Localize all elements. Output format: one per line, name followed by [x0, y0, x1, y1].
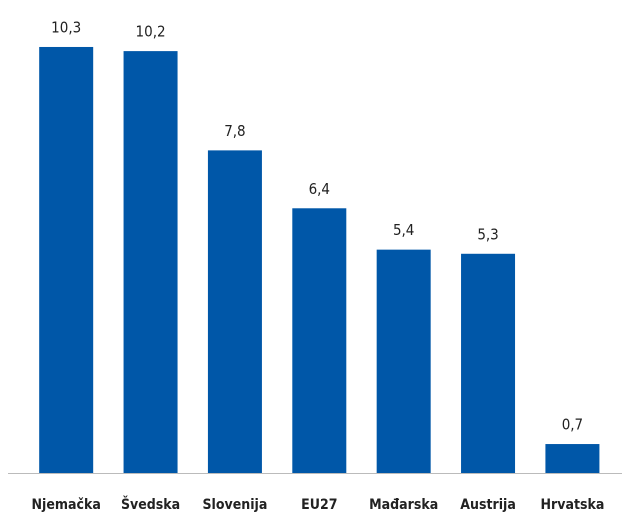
- bar: [545, 444, 600, 473]
- x-tick-label: EU27: [301, 497, 337, 513]
- value-label: 6,4: [309, 180, 330, 198]
- bar: [207, 150, 262, 473]
- bar: [461, 253, 516, 473]
- bar: [123, 51, 178, 473]
- value-label: 10,2: [136, 23, 166, 41]
- value-label: 10,3: [51, 18, 81, 36]
- value-label: 5,4: [393, 221, 414, 239]
- x-tick-label: Mađarska: [369, 497, 438, 513]
- value-label: 0,7: [562, 416, 583, 434]
- x-tick-label: Slovenija: [202, 497, 267, 513]
- x-tick-label: Švedska: [121, 495, 180, 513]
- x-tick-label: Hrvatska: [540, 497, 604, 513]
- bar: [39, 46, 94, 473]
- bar: [376, 249, 431, 473]
- x-tick-label: Austrija: [460, 497, 516, 513]
- bar: [292, 208, 347, 473]
- value-label: 5,3: [477, 225, 498, 243]
- value-label: 7,8: [224, 122, 245, 140]
- x-tick-label: Njemačka: [32, 497, 101, 513]
